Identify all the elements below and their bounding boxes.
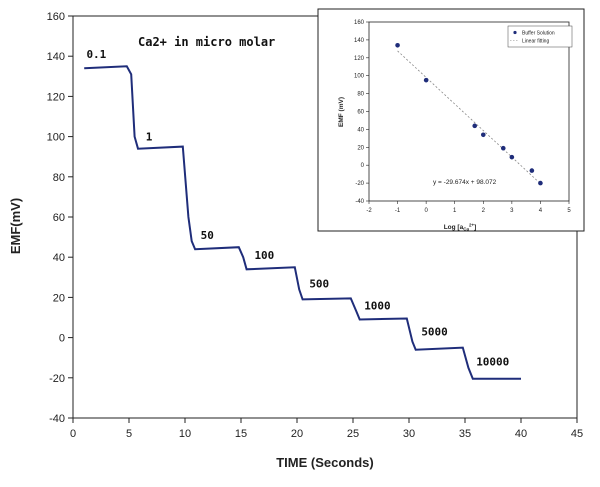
inset-y-tick-label: 20 — [357, 145, 364, 151]
inset-x-tick-label: 4 — [539, 208, 543, 214]
main-annotation-label: 1 — [146, 131, 153, 144]
inset-data-point — [538, 180, 543, 186]
inset-y-tick-label: 60 — [357, 110, 364, 116]
inset-data-point — [472, 123, 478, 129]
inset-legend: Buffer Solution Linear fitting — [507, 25, 573, 48]
main-x-axis-label: TIME (Seconds) — [276, 455, 374, 470]
inset-y-tick-label: 40 — [357, 127, 364, 133]
inset-x-tick-label: 5 — [567, 208, 571, 214]
main-x-tick-label: 10 — [179, 428, 191, 440]
main-y-tick-label: 0 — [59, 333, 65, 345]
main-y-tick-label: 20 — [53, 292, 65, 304]
main-y-tick-label: 140 — [47, 51, 65, 63]
main-y-tick-label: 160 — [47, 11, 65, 23]
inset-equation: y = -29.674x + 98.072 — [433, 179, 497, 186]
main-annotation-label: 10000 — [476, 356, 509, 369]
main-x-tick-label: 30 — [403, 428, 415, 440]
inset-x-tick-label: 0 — [424, 208, 428, 214]
inset-y-tick-label: -40 — [355, 199, 364, 205]
main-y-tick-label: 120 — [47, 91, 65, 103]
inset-data-point — [480, 132, 486, 138]
main-annotation-label: 1000 — [364, 299, 391, 312]
inset-y-tick-label: -20 — [355, 181, 364, 187]
inset-x-tick-label: 3 — [510, 208, 514, 214]
inset-data-point — [509, 154, 515, 160]
inset-x-tick-label: 2 — [482, 208, 486, 214]
inset-y-tick-label: 160 — [354, 20, 365, 26]
main-annotation-label: 0.1 — [86, 48, 106, 61]
main-y-tick-label: -20 — [49, 373, 65, 385]
main-chart-title: Ca2+ in micro molar — [138, 35, 275, 49]
inset-fit-line — [397, 50, 541, 184]
main-y-tick-label: 60 — [53, 212, 65, 224]
main-annotation-label: 100 — [254, 249, 274, 262]
main-x-tick-label: 45 — [571, 428, 583, 440]
inset-x-tick-label: -1 — [395, 208, 401, 214]
main-y-tick-label: 40 — [53, 252, 65, 264]
main-x-ticks: 0 5 10 15 20 25 30 35 40 45 — [70, 418, 583, 440]
inset-data-point — [529, 168, 535, 173]
inset-y-tick-label: 80 — [357, 92, 364, 98]
legend-label-linear-fitting: Linear fitting — [522, 39, 549, 45]
inset-y-tick-label: 140 — [354, 38, 365, 44]
inset-x-label-sub: Ca — [463, 227, 469, 232]
main-y-tick-label: -40 — [49, 413, 65, 425]
main-y-tick-label: 100 — [47, 132, 65, 144]
main-annotation-label: 50 — [201, 229, 214, 242]
main-annotation-label: 500 — [309, 277, 329, 290]
main-x-tick-label: 25 — [347, 428, 359, 440]
inset-points — [395, 42, 543, 186]
legend-box — [507, 25, 573, 48]
main-x-tick-label: 5 — [126, 428, 132, 440]
main-x-tick-label: 35 — [459, 428, 471, 440]
main-x-tick-label: 15 — [235, 428, 247, 440]
inset-y-ticks: -40 -20 0 20 40 60 80 100 120 140 160 — [354, 20, 369, 205]
inset-y-axis-label: EMF (mV) — [338, 97, 345, 127]
main-y-tick-label: 80 — [53, 172, 65, 184]
main-x-tick-label: 0 — [70, 428, 76, 440]
legend-label-buffer-solution: Buffer Solution — [522, 31, 555, 37]
main-x-tick-label: 20 — [291, 428, 303, 440]
inset-x-label-tail: ] — [474, 224, 476, 231]
legend-marker-buffer-solution — [513, 30, 517, 35]
inset-y-tick-label: 100 — [354, 74, 365, 80]
inset-x-label-sup: 2+ — [469, 223, 475, 228]
main-y-axis-label: EMF(mV) — [8, 198, 23, 254]
inset-x-axis-label: Log [aCa2+] — [444, 223, 477, 232]
inset-x-tick-label: 1 — [453, 208, 457, 214]
main-series-line — [84, 65, 521, 380]
inset-y-tick-label: 120 — [354, 56, 365, 62]
inset-data-point — [500, 145, 506, 151]
main-x-tick-label: 40 — [515, 428, 527, 440]
inset-data-point — [395, 42, 400, 48]
inset-x-label-main: Log [a — [444, 224, 464, 231]
inset-plot: -40 -20 0 20 40 60 80 100 120 140 160 -2 -1 0 1 2 3 4 5 y… — [317, 8, 585, 232]
main-y-ticks: -40 -20 0 20 40 60 80 100 120 140 160 — [47, 11, 73, 425]
main-annotation-label: 5000 — [421, 326, 448, 339]
inset-x-tick-label: -2 — [366, 208, 372, 214]
inset-x-ticks: -2 -1 0 1 2 3 4 5 — [366, 201, 571, 214]
inset-y-tick-label: 0 — [361, 163, 365, 169]
inset-data-point — [423, 77, 429, 83]
